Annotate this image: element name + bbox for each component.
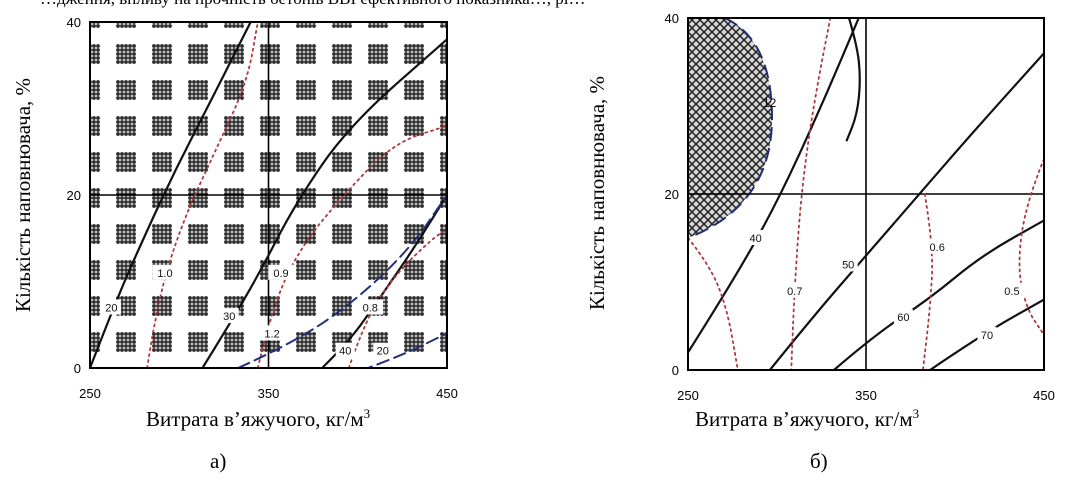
contour-label-bg <box>268 264 294 280</box>
chart-panel-a: 20 30 40 1.0 0.9 0.8 1.2 20 250 350 450 0 20 40 Кільк… <box>0 0 530 478</box>
chart-a-xlabel: Витрата в’яжучого, кг/м3 <box>146 406 371 431</box>
chart-a-ylabel: Кількість наповнювача, % <box>11 78 35 312</box>
contour-label-bg <box>838 256 858 272</box>
contour-line-0-5 <box>1018 157 1044 336</box>
hatched-region-b <box>688 18 772 238</box>
y-tick-label: 20 <box>67 188 81 203</box>
x-tick-label: 250 <box>79 386 101 401</box>
y-tick-label: 20 <box>665 187 679 202</box>
y-tick-label: 0 <box>672 363 679 378</box>
contour-label-bg <box>357 299 383 315</box>
y-tick-label: 0 <box>74 361 81 376</box>
contour-label: 20 <box>105 302 117 314</box>
chart-panel-b: 12 40 50 60 70 0.7 0.6 0.5 250 350 450 0 20 40 Кільк… <box>560 0 1065 478</box>
contour-line-unlabeled-4 <box>845 18 861 142</box>
chart-a-svg: 20 30 40 1.0 0.9 0.8 1.2 20 250 350 450 0 20 40 Кільк… <box>11 15 458 401</box>
contour-label-bg <box>335 342 355 358</box>
x-tick-label: 350 <box>258 386 280 401</box>
contour-label: 40 <box>750 233 762 245</box>
chart-b-svg: 12 40 50 60 70 0.7 0.6 0.5 250 350 450 0 20 40 Кільк… <box>585 11 1055 403</box>
plot-frame <box>89 21 448 369</box>
contour-label: 50 <box>842 259 854 271</box>
contour-label-bg <box>782 282 808 298</box>
contour-line-1-2 <box>237 194 447 368</box>
x-tick-label: 250 <box>677 388 699 403</box>
contour-label: 20 <box>377 346 389 358</box>
contour-label: 40 <box>339 346 351 358</box>
contour-label: 0.9 <box>273 268 288 280</box>
chart-b-caption: б) <box>810 449 828 473</box>
x-tick-label: 450 <box>436 386 458 401</box>
y-tick-label: 40 <box>665 11 679 26</box>
chart-b-ylabel: Кількість наповнювача, % <box>585 76 609 310</box>
contour-label-bg <box>152 264 178 280</box>
hatched-region-boundary <box>687 17 774 239</box>
contour-label-bg <box>999 282 1025 298</box>
contour-label: 0.8 <box>363 302 378 314</box>
contour-label-bg <box>101 299 121 315</box>
hatched-region-label: 12 <box>763 96 777 110</box>
contour-line-20 <box>364 332 447 368</box>
contour-line-0-6 <box>922 193 934 370</box>
chart-b-xlabel: Витрата в’яжучого, кг/м3 <box>695 406 920 431</box>
contour-line-0-8 <box>347 228 447 368</box>
y-tick-label: 40 <box>67 15 81 30</box>
contour-line-40 <box>688 18 860 353</box>
contour-label: 0.5 <box>1004 286 1019 298</box>
chart-a-caption: а) <box>210 449 227 473</box>
contour-label: 0.6 <box>930 242 945 254</box>
contour-line-0-9 <box>256 124 447 368</box>
contour-label-bg <box>746 230 766 245</box>
contour-label: 70 <box>981 330 993 342</box>
contour-line-60 <box>833 219 1044 370</box>
contour-line-unlabeled-5 <box>688 237 739 370</box>
contour-label-bg <box>893 309 913 325</box>
contour-label-bg <box>924 238 950 254</box>
contour-label: 30 <box>223 311 235 323</box>
x-tick-label: 450 <box>1033 388 1055 403</box>
contour-label-bg <box>373 342 393 358</box>
contour-label: 1.0 <box>157 268 172 280</box>
contour-line-50 <box>769 52 1044 370</box>
contour-label-bg <box>219 308 239 324</box>
contour-line-20 <box>90 22 252 368</box>
contour-label: 0.7 <box>787 286 802 298</box>
plot-frame <box>687 17 1045 371</box>
contour-label-bg <box>977 326 997 342</box>
contour-label-bg <box>259 325 285 341</box>
clipped-top-text: …дження, впливу на прочність бетонів ВВІ… <box>40 0 1040 9</box>
contour-label: 1.2 <box>264 328 279 340</box>
x-tick-label: 350 <box>855 388 877 403</box>
contour-label: 60 <box>897 312 909 324</box>
